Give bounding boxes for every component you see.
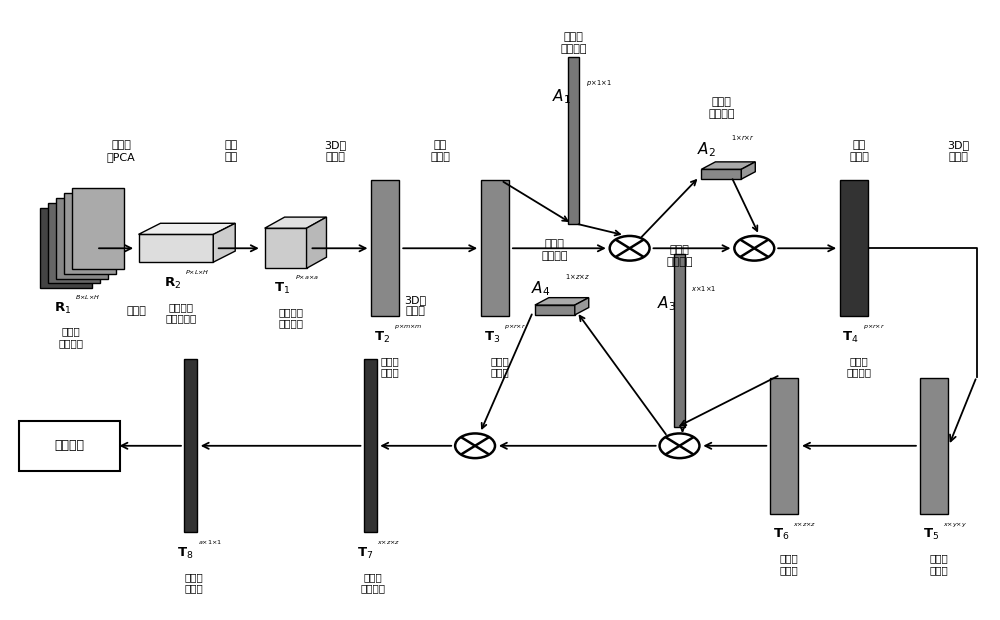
Polygon shape (770, 378, 798, 514)
Polygon shape (535, 298, 589, 305)
Text: $A_2$: $A_2$ (697, 140, 716, 159)
Polygon shape (364, 360, 377, 532)
Text: $^{P×a×a}$: $^{P×a×a}$ (295, 275, 318, 284)
Polygon shape (920, 378, 948, 514)
Text: 注意力
增强样本: 注意力 增强样本 (361, 572, 386, 593)
Polygon shape (184, 360, 197, 532)
Text: T$_{8}$: T$_{8}$ (177, 546, 194, 561)
Text: 中间特
征图谱: 中间特 征图谱 (491, 356, 509, 378)
Text: 降采
样操作: 降采 样操作 (430, 140, 450, 162)
Polygon shape (213, 223, 235, 262)
Text: 单个高光
谱样本块: 单个高光 谱样本块 (278, 307, 303, 329)
Text: 光谱方
向PCA: 光谱方 向PCA (107, 140, 135, 162)
Text: T$_{7}$: T$_{7}$ (357, 546, 373, 561)
Text: T$_{6}$: T$_{6}$ (773, 527, 789, 542)
Text: $^{p×r×r}$: $^{p×r×r}$ (863, 324, 885, 332)
Text: T$_{2}$: T$_{2}$ (374, 330, 390, 345)
FancyBboxPatch shape (19, 421, 120, 471)
Text: 空间注
意力模块: 空间注 意力模块 (708, 97, 735, 118)
Text: $^{x×1×1}$: $^{x×1×1}$ (691, 286, 717, 296)
Text: R$_{2}$: R$_{2}$ (164, 276, 181, 291)
Text: $A_3$: $A_3$ (657, 294, 677, 313)
Polygon shape (701, 162, 755, 169)
Text: 降采
样操作: 降采 样操作 (849, 140, 869, 162)
Text: $A_1$: $A_1$ (552, 87, 571, 107)
Polygon shape (265, 228, 307, 268)
Polygon shape (568, 57, 579, 224)
Text: 类别标签: 类别标签 (54, 440, 84, 452)
Text: 分类器: 分类器 (126, 306, 146, 316)
Text: $^{1×z×z}$: $^{1×z×z}$ (565, 274, 590, 284)
Text: 3D卷
积操作: 3D卷 积操作 (948, 140, 970, 162)
Text: $^{p×m×m}$: $^{p×m×m}$ (394, 324, 423, 332)
Text: 中间特
征图谱: 中间特 征图谱 (780, 553, 799, 575)
Text: $^{1×r×r}$: $^{1×r×r}$ (731, 135, 755, 145)
Polygon shape (535, 305, 575, 315)
Polygon shape (307, 217, 326, 268)
Text: $^{x×z×z}$: $^{x×z×z}$ (377, 539, 401, 549)
Text: T$_{1}$: T$_{1}$ (274, 281, 291, 296)
Text: R$_{1}$: R$_{1}$ (54, 301, 71, 316)
Text: 光谱注
意力模块: 光谱注 意力模块 (561, 32, 587, 54)
Text: 光谱注
意力模块: 光谱注 意力模块 (666, 245, 693, 267)
Text: 中间特
征图谱: 中间特 征图谱 (929, 553, 948, 575)
Text: $^{P×L×H}$: $^{P×L×H}$ (185, 270, 209, 279)
Text: 中间特
征图谱: 中间特 征图谱 (184, 572, 203, 593)
Text: 降维后的
高光谱数据: 降维后的 高光谱数据 (165, 302, 197, 324)
Polygon shape (741, 162, 755, 179)
Polygon shape (701, 169, 741, 179)
Polygon shape (48, 203, 100, 283)
Text: $^{p×1×1}$: $^{p×1×1}$ (586, 80, 612, 90)
Polygon shape (371, 180, 399, 316)
Text: T$_{4}$: T$_{4}$ (842, 330, 859, 345)
Polygon shape (840, 180, 868, 316)
Polygon shape (40, 208, 92, 288)
Polygon shape (575, 298, 589, 315)
Text: $^{x×z×z}$: $^{x×z×z}$ (793, 521, 816, 530)
Polygon shape (64, 193, 116, 273)
Text: $^{x×y×y}$: $^{x×y×y}$ (943, 521, 967, 530)
Text: 注意力
增强样本: 注意力 增强样本 (846, 356, 872, 378)
Text: 3D卷
积操作: 3D卷 积操作 (324, 140, 347, 162)
Text: 3D卷
积操作: 3D卷 积操作 (404, 294, 426, 316)
Polygon shape (674, 254, 685, 427)
Text: 中间特
征图谱: 中间特 征图谱 (381, 356, 400, 378)
Text: T$_{5}$: T$_{5}$ (923, 527, 939, 542)
Text: T$_{3}$: T$_{3}$ (484, 330, 500, 345)
Text: $^{B×L×H}$: $^{B×L×H}$ (75, 294, 100, 304)
Polygon shape (139, 223, 235, 234)
Polygon shape (56, 198, 108, 278)
Polygon shape (139, 234, 213, 262)
Text: 样本
取块: 样本 取块 (224, 140, 237, 162)
Text: $^{p×r×r}$: $^{p×r×r}$ (504, 324, 526, 332)
Polygon shape (72, 188, 124, 268)
Text: 原始高
光谱数据: 原始高 光谱数据 (59, 327, 84, 348)
Text: 空间注
意力模块: 空间注 意力模块 (542, 239, 568, 260)
Text: $^{a×1×1}$: $^{a×1×1}$ (198, 539, 222, 549)
Polygon shape (265, 217, 326, 228)
Polygon shape (481, 180, 509, 316)
Text: $A_4$: $A_4$ (531, 279, 550, 298)
